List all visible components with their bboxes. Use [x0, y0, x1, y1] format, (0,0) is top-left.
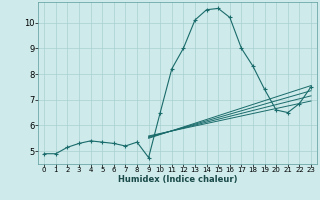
X-axis label: Humidex (Indice chaleur): Humidex (Indice chaleur)	[118, 175, 237, 184]
